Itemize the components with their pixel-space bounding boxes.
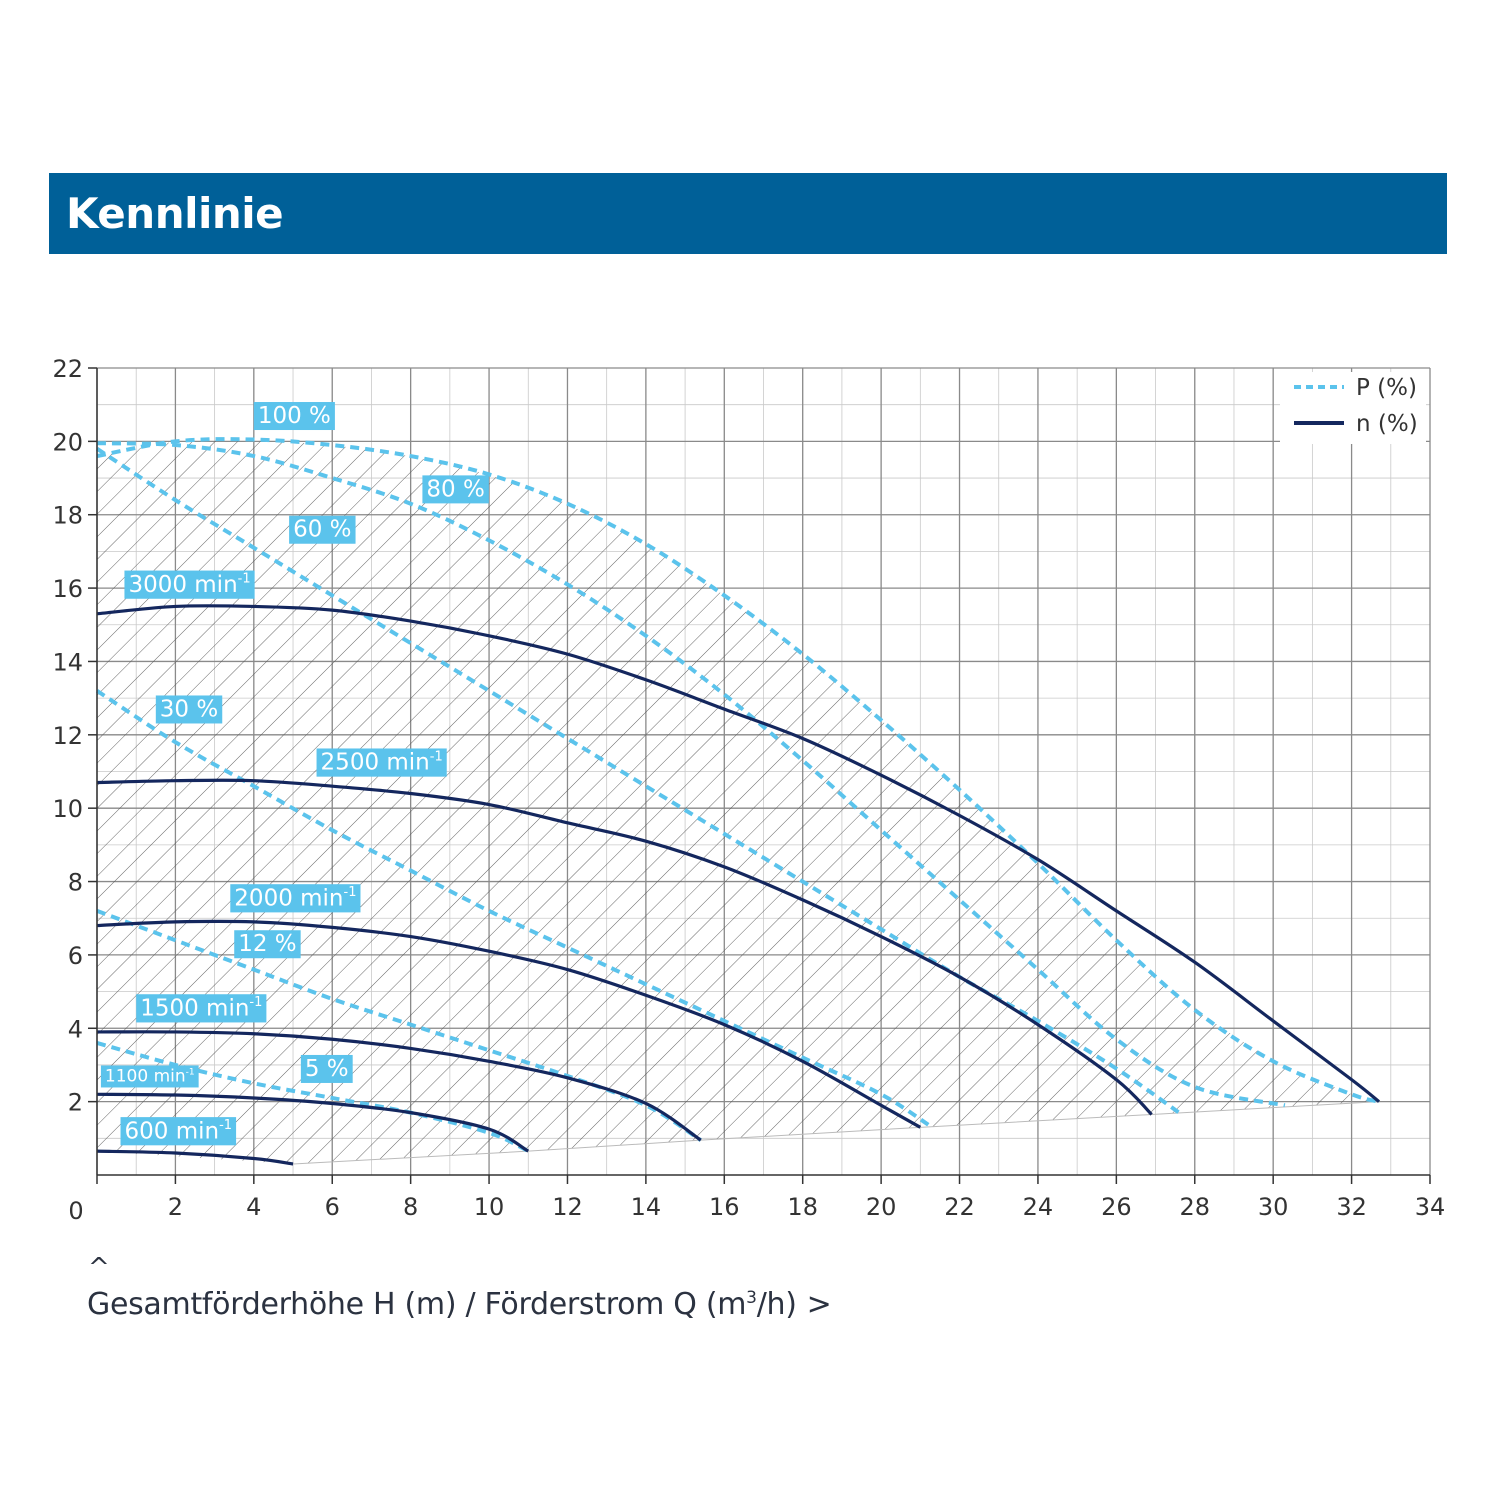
power-curve-100-percent (96, 437, 1380, 1104)
curve-label-superscript: -1 (238, 572, 251, 587)
origin-label: 0 (68, 1197, 83, 1225)
header-bar: Kennlinie (49, 173, 1447, 254)
curve-label-text: 12 % (238, 931, 296, 957)
curve-label: 100 % (253, 402, 335, 431)
curve-label-text: 1100 min-1 (105, 1066, 195, 1086)
legend-background (1280, 372, 1426, 444)
y-tick-label: 20 (52, 428, 83, 456)
curve-label: 30 % (155, 695, 223, 724)
y-tick-label: 12 (52, 722, 83, 750)
speed-curve-2500-rpm (96, 778, 1153, 1116)
curve-label-text: 80 % (426, 476, 484, 502)
speed-curve-2000-rpm (96, 919, 922, 1129)
axis-caption-text-end: /h) (756, 1287, 797, 1322)
x-tick-label: 12 (552, 1193, 583, 1221)
curve-label-box (230, 884, 361, 913)
curve-label: 600 min-1 (120, 1117, 237, 1146)
x-tick-label: 24 (1023, 1193, 1054, 1221)
curve-label-text: 100 % (258, 403, 331, 429)
x-tick-label: 6 (325, 1193, 340, 1221)
x-tick-label: 10 (474, 1193, 505, 1221)
x-tick-label: 34 (1415, 1193, 1446, 1221)
curve-label-box (316, 748, 447, 777)
curve-label-box (253, 402, 335, 431)
y-tick-label: 10 (52, 795, 83, 823)
curve-label-superscript: -1 (344, 885, 357, 900)
x-tick-label: 4 (246, 1193, 261, 1221)
axis-caption-text: Gesamtförderhöhe H (m) / Förderstrom Q (… (87, 1287, 747, 1322)
power-curve-12-percent (96, 909, 702, 1142)
curve-label-text: 600 min-1 (125, 1118, 233, 1144)
curve-label-box (120, 1117, 237, 1146)
curve-label: 12 % (234, 930, 301, 959)
curve-label-superscript: -1 (249, 995, 262, 1010)
curve-label-box (124, 570, 255, 599)
y-tick-label: 18 (52, 502, 83, 530)
y-tick-label: 8 (68, 869, 83, 897)
x-tick-label: 8 (403, 1193, 418, 1221)
page-top-background (0, 0, 1500, 160)
curve-label: 60 % (289, 515, 356, 544)
x-tick-label: 26 (1101, 1193, 1132, 1221)
y-tick-label: 4 (68, 1015, 83, 1043)
x-tick-label: 28 (1179, 1193, 1210, 1221)
operating-area-boundary (293, 1101, 1380, 1165)
speed-curve-600-rpm (96, 1149, 294, 1166)
curve-label-text: 2500 min-1 (321, 749, 443, 775)
y-tick-label: 22 (52, 355, 83, 383)
x-tick-label: 30 (1258, 1193, 1289, 1221)
x-tick-label: 20 (866, 1193, 897, 1221)
curve-label-text: 30 % (160, 696, 218, 722)
curve-label-superscript: -1 (430, 749, 443, 764)
x-tick-label: 16 (709, 1193, 740, 1221)
curve-label: 1100 min-1 (100, 1065, 199, 1088)
curve-label-box (422, 475, 489, 504)
speed-curve-1500-rpm (96, 1030, 702, 1142)
curve-label: 80 % (422, 475, 489, 504)
x-tick-label: 2 (168, 1193, 183, 1221)
curve-label-text: 1500 min-1 (140, 995, 262, 1021)
power-curve-80-percent (96, 441, 1286, 1108)
x-tick-label: 18 (787, 1193, 818, 1221)
caption-up-mark: ^ (88, 1253, 110, 1283)
axis-caption: Gesamtförderhöhe H (m) / Förderstrom Q (… (87, 1287, 832, 1322)
y-tick-label: 14 (52, 648, 83, 676)
curve-label-box (155, 695, 223, 724)
axis-caption-superscript: 3 (746, 1288, 757, 1308)
operating-area-hatch (97, 439, 1380, 1164)
y-tick-label: 2 (68, 1089, 83, 1117)
y-tick-label: 6 (68, 942, 83, 970)
curve-label: 3000 min-1 (124, 570, 255, 599)
curve-label-box (289, 515, 356, 544)
legend-label: P (%) (1356, 375, 1417, 401)
page-title: Kennlinie (66, 189, 284, 238)
curve-label: 2500 min-1 (316, 748, 447, 777)
curve-label-text: 3000 min-1 (128, 572, 250, 598)
curve-label-superscript: -1 (186, 1068, 195, 1078)
curve-label-box (100, 1065, 199, 1088)
curve-label-superscript: -1 (219, 1118, 232, 1133)
x-tick-label: 22 (944, 1193, 975, 1221)
curve-label-box (234, 930, 301, 959)
power-curve-5-percent (96, 1041, 530, 1153)
legend-label: n (%) (1356, 411, 1418, 437)
curve-label-text: 5 % (305, 1056, 349, 1082)
curve-label: 2000 min-1 (230, 884, 361, 913)
curve-label-box (136, 994, 267, 1023)
y-tick-label: 16 (52, 575, 83, 603)
curve-label-text: 60 % (293, 517, 351, 543)
speed-curve-3000-rpm (96, 604, 1381, 1103)
curve-label-text: 2000 min-1 (234, 885, 356, 911)
legend: P (%) n (%) (1280, 372, 1426, 444)
speed-curve-1100-rpm (96, 1092, 530, 1153)
curve-label: 5 % (300, 1054, 353, 1083)
x-tick-label: 32 (1336, 1193, 1367, 1221)
curve-label-box (300, 1054, 353, 1083)
curve-label: 1500 min-1 (136, 994, 267, 1023)
x-tick-label: 14 (631, 1193, 662, 1221)
chevron-right-icon[interactable]: > (806, 1287, 832, 1322)
